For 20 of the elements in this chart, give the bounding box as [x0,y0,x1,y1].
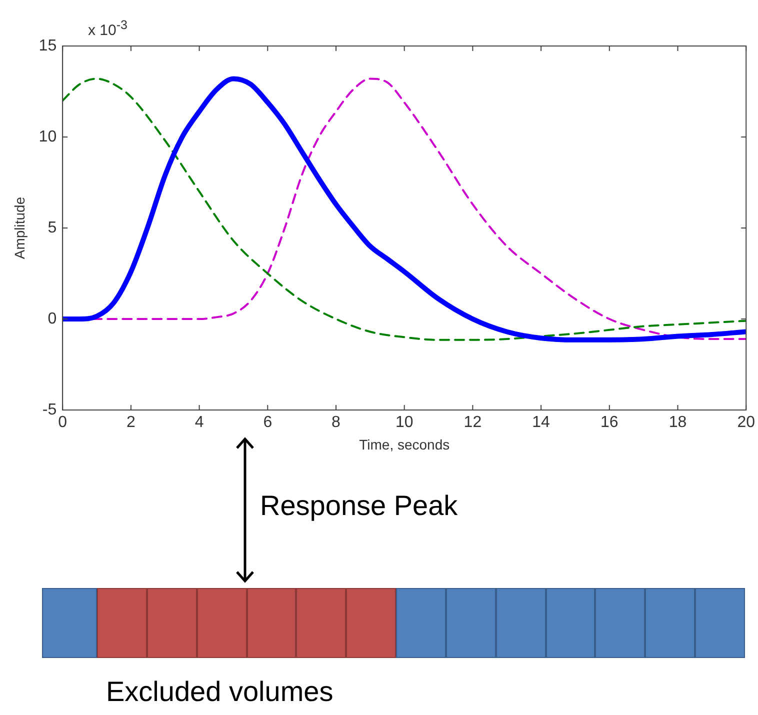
x-tick-label: 8 [332,414,341,432]
x-tick-label: 16 [600,414,618,432]
x-axis-title: Time, seconds [359,436,450,452]
x-tick-label: 12 [464,414,482,432]
y-tick-label: 10 [38,128,57,146]
y-tick-label: 5 [48,219,57,236]
text: x 10$^{-3}$ [88,18,128,39]
y-tick-label: 15 [38,37,57,54]
y-tick-label: 0 [48,310,57,328]
y-axis-title: Amplitude [11,196,28,260]
x-tick-label: 6 [263,414,272,432]
x-tick-label: 10 [395,414,414,432]
x-tick-label: 4 [194,414,204,432]
text: Response Peak [260,490,458,522]
y-tick-label: -5 [42,401,57,418]
text: Excluded volumes [106,676,334,708]
x-tick-label: 20 [737,414,756,432]
x-tick-label: 18 [668,414,687,432]
x-tick-label: 2 [126,414,136,432]
x-tick-label: 14 [532,414,550,432]
